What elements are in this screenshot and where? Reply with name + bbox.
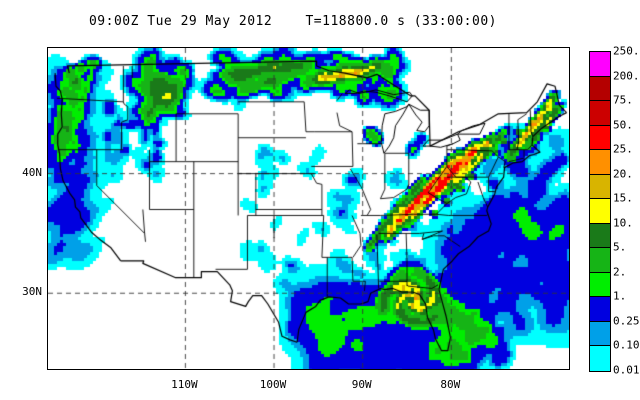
colorbar-tick: 0.01	[613, 363, 640, 377]
colorbar-band	[590, 223, 610, 249]
colorbar-band	[590, 150, 610, 175]
colorbar-tick: 10.	[613, 216, 633, 230]
colorbar-band	[590, 101, 610, 126]
x-tick-label: 100W	[259, 378, 287, 391]
y-tick-label: 40N	[22, 165, 42, 179]
colorbar-tick: 0.10	[613, 338, 640, 352]
colorbar-tick: 20.	[613, 167, 633, 181]
colorbar-band	[590, 321, 610, 347]
map-plot-area	[47, 47, 570, 370]
colorbar-tick: 2.	[613, 265, 627, 279]
y-tick-label: 30N	[22, 285, 42, 299]
colorbar-tick: 0.25	[613, 314, 640, 328]
latlon-gridlines	[48, 48, 569, 369]
colorbar-band	[590, 272, 610, 298]
colorbar-tick: 75.	[613, 93, 633, 107]
colorbar-band	[590, 52, 610, 77]
x-tick-label: 110W	[171, 378, 198, 391]
colorbar-band	[590, 199, 610, 224]
colorbar-band	[590, 297, 610, 322]
plot-title: 09:00Z Tue 29 May 2012 T=118800.0 s (33:…	[88, 14, 497, 29]
colorbar-tick: 1.	[613, 289, 627, 303]
colorbar	[589, 51, 611, 372]
colorbar-band	[590, 125, 610, 151]
colorbar-tick: 250.	[613, 44, 640, 58]
colorbar-band	[590, 174, 610, 200]
colorbar-band	[590, 248, 610, 273]
colorbar-tick: 200.	[613, 69, 640, 83]
colorbar-band	[590, 76, 610, 102]
colorbar-tick: 50.	[613, 118, 633, 132]
colorbar-tick: 15.	[613, 191, 633, 205]
colorbar-tick: 5.	[613, 240, 627, 254]
colorbar-band	[590, 346, 610, 371]
x-tick-label: 90W	[351, 378, 372, 391]
colorbar-tick: 25.	[613, 142, 633, 156]
x-tick-label: 80W	[440, 378, 461, 391]
